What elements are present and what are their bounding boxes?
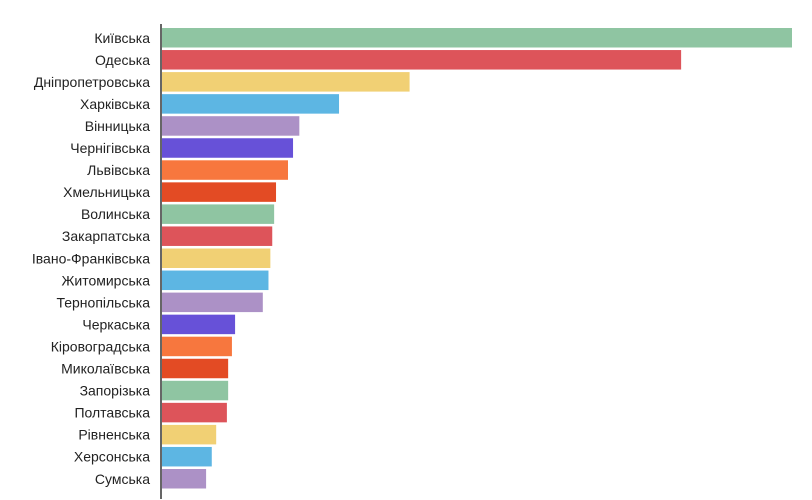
category-label-7: Львівська	[87, 162, 150, 178]
bar-20	[162, 446, 212, 467]
bar-1	[162, 28, 792, 48]
bar-15	[162, 336, 232, 357]
bar-2	[162, 50, 682, 70]
bar-9	[162, 204, 275, 224]
bar-4	[162, 94, 340, 114]
bar-12	[162, 270, 269, 291]
bars-group	[162, 28, 792, 489]
category-label-13: Тернопільська	[56, 294, 150, 310]
category-label-10: Закарпатська	[62, 228, 150, 244]
bar-18	[162, 402, 227, 423]
category-label-3: Дніпропетровська	[34, 74, 150, 90]
bar-11	[162, 248, 271, 268]
category-labels-group: Київська Одеська Дніпропетровська Харківськ…	[32, 30, 150, 487]
category-label-12: Житомирська	[61, 272, 150, 288]
bar-10	[162, 226, 273, 246]
bar-5	[162, 116, 300, 136]
category-label-17: Запорізька	[80, 383, 151, 399]
category-label-15: Кіровоградська	[51, 338, 150, 354]
category-label-20: Херсонська	[74, 449, 150, 465]
category-label-18: Полтавська	[74, 405, 150, 421]
bar-21	[162, 469, 207, 489]
category-label-21: Сумська	[95, 471, 150, 487]
category-label-16: Миколаївська	[61, 361, 150, 377]
bar-13	[162, 292, 263, 313]
bar-7	[162, 160, 288, 180]
bar-6	[162, 138, 294, 158]
bar-8	[162, 182, 277, 202]
category-label-4: Харківська	[80, 96, 150, 112]
bar-14	[162, 314, 236, 335]
category-label-11: Івано-Франківська	[32, 250, 150, 266]
bar-16	[162, 358, 229, 379]
bar-17	[162, 380, 229, 401]
category-label-2: Одеська	[95, 52, 150, 68]
category-label-1: Київська	[94, 30, 150, 46]
bar-3	[162, 72, 410, 92]
category-label-9: Волинська	[81, 206, 150, 222]
category-label-8: Хмельницька	[63, 184, 150, 200]
category-label-6: Чернігівська	[70, 140, 150, 156]
category-label-5: Вінницька	[85, 118, 150, 134]
bar-19	[162, 424, 217, 445]
category-label-14: Черкаська	[82, 316, 150, 332]
category-label-19: Рівненська	[78, 427, 150, 443]
